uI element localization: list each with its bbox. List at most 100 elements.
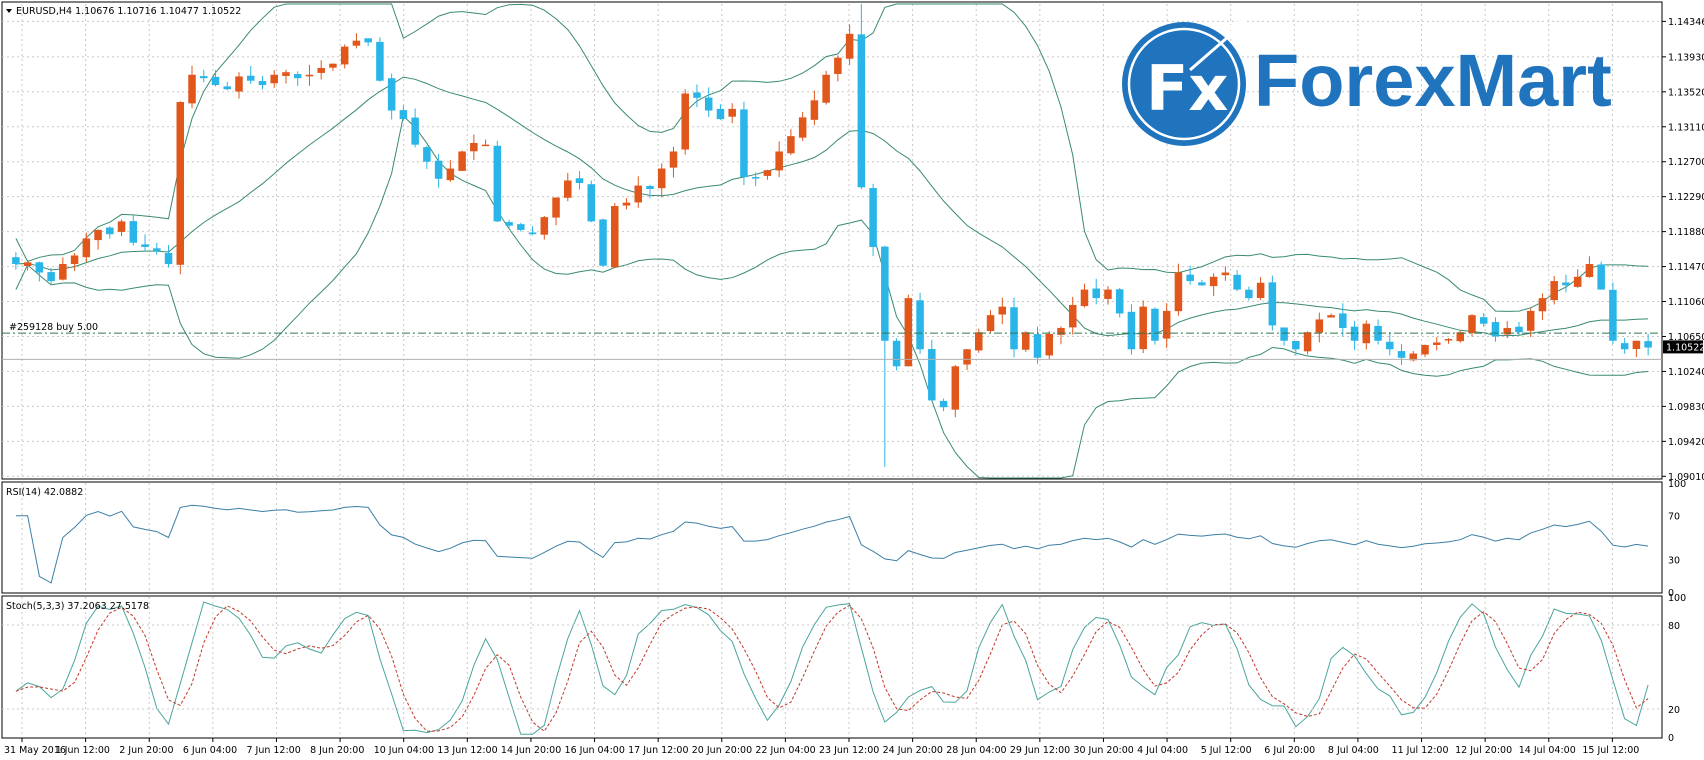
time-tick-label: 14 Jun 20:00 xyxy=(501,745,561,756)
candle-body xyxy=(998,306,1007,315)
candle-body xyxy=(1221,272,1230,276)
candle-body xyxy=(1127,311,1136,350)
candle-body xyxy=(211,76,220,85)
candle-body xyxy=(1444,339,1453,341)
candle-body xyxy=(1562,282,1570,286)
candle-body xyxy=(834,57,842,74)
rsi-axis: 100 70 30 0 xyxy=(1668,479,1686,599)
candle-body xyxy=(1268,282,1277,326)
candle-body xyxy=(1139,306,1147,350)
candle-body xyxy=(540,217,549,235)
candle-body xyxy=(12,257,20,265)
logo-ring-icon xyxy=(1127,27,1241,141)
time-tick-label: 2 Jun 20:00 xyxy=(119,745,173,756)
stochastic-panel[interactable] xyxy=(1,595,1663,739)
symbol-dropdown-icon[interactable] xyxy=(6,9,12,13)
candle-body xyxy=(1503,327,1511,335)
candle-body xyxy=(634,185,643,203)
candle-body xyxy=(364,38,372,43)
rsi-tick-label: 0 xyxy=(1668,588,1674,599)
candle-body xyxy=(106,227,114,235)
candle-body xyxy=(1479,317,1488,324)
time-tick-label: 22 Jun 04:00 xyxy=(755,745,815,756)
candle-body xyxy=(1174,272,1183,312)
candle-body xyxy=(340,46,349,65)
candle-body xyxy=(963,349,971,365)
candlestick-series xyxy=(12,4,1652,467)
candle-body xyxy=(423,147,431,162)
candle-body xyxy=(587,184,596,222)
stochastic-axis: 100 80 20 0 xyxy=(1668,593,1686,744)
candle-body xyxy=(399,110,408,120)
candle-body xyxy=(669,151,678,168)
candle-body xyxy=(47,272,55,282)
symbol-header: EURUSD,H4 1.10676 1.10716 1.10477 1.1052… xyxy=(16,6,241,17)
candle-body xyxy=(223,86,232,90)
candle-body xyxy=(1280,327,1288,341)
candle-body xyxy=(282,72,290,76)
candle-body xyxy=(939,400,948,408)
price-tick-label: 1.10650 xyxy=(1668,332,1704,343)
candle-body xyxy=(1573,276,1582,287)
rsi-panel[interactable] xyxy=(1,481,1663,594)
candle-body xyxy=(610,206,619,268)
bollinger-bands xyxy=(15,3,1649,479)
current-price-value: 1.10522 xyxy=(1666,342,1704,353)
candle-body xyxy=(1010,307,1018,350)
main-price-panel[interactable] xyxy=(1,1,1663,480)
candle-body xyxy=(869,188,877,247)
bollinger-upper-line xyxy=(15,3,1649,312)
candle-body xyxy=(622,202,631,206)
candle-body xyxy=(59,264,67,280)
candle-body xyxy=(857,34,866,188)
candle-body xyxy=(528,232,537,235)
candle-body xyxy=(188,74,196,104)
candle-body xyxy=(1292,340,1300,350)
candle-body xyxy=(1080,289,1089,307)
candle-body xyxy=(904,298,913,367)
rsi-tick-label: 70 xyxy=(1668,512,1680,523)
time-tick-label: 1 Jun 12:00 xyxy=(56,745,110,756)
candle-body xyxy=(1162,310,1171,339)
price-axis: 1.14346 1.13930 1.13520 1.13110 1.12700 1.122… xyxy=(1662,17,1704,483)
time-tick-label: 20 Jun 20:00 xyxy=(692,745,752,756)
candle-body xyxy=(1209,276,1218,287)
forexmart-logo: Fx ForexMart xyxy=(1122,17,1612,146)
stochastic-tick-label: 20 xyxy=(1668,705,1680,716)
candle-body xyxy=(481,144,490,147)
candle-body xyxy=(1068,304,1077,328)
candle-body xyxy=(564,180,572,198)
price-tick-label: 1.11470 xyxy=(1668,262,1704,273)
candle-body xyxy=(411,117,419,145)
candle-body xyxy=(552,197,560,218)
time-tick-label: 7 Jun 12:00 xyxy=(246,745,300,756)
candle-body xyxy=(1092,288,1100,299)
candle-body xyxy=(1151,308,1159,341)
stochastic-main-line xyxy=(15,601,1649,735)
candle-body xyxy=(1033,334,1042,358)
candle-body xyxy=(1632,340,1641,350)
candle-body xyxy=(352,40,361,46)
candle-body xyxy=(599,219,607,266)
candle-body xyxy=(458,151,466,171)
candle-body xyxy=(446,168,455,181)
time-tick-label: 30 Jun 20:00 xyxy=(1073,745,1133,756)
candle-body xyxy=(728,108,736,117)
bollinger-lower-line xyxy=(15,115,1649,479)
logo-arrow-icon xyxy=(1189,17,1247,72)
time-tick-label: 17 Jun 12:00 xyxy=(628,745,688,756)
candle-body xyxy=(82,238,91,258)
candle-body xyxy=(986,315,995,332)
candle-body xyxy=(1526,310,1535,331)
candle-body xyxy=(505,222,513,226)
candle-body xyxy=(716,108,725,120)
candle-body xyxy=(35,262,44,273)
candle-body xyxy=(916,300,924,350)
candle-body xyxy=(517,224,525,230)
candle-body xyxy=(1045,333,1054,356)
candle-body xyxy=(141,244,149,247)
candle-body xyxy=(493,145,502,222)
price-tick-label: 1.09830 xyxy=(1668,402,1704,413)
candle-body xyxy=(246,75,255,81)
